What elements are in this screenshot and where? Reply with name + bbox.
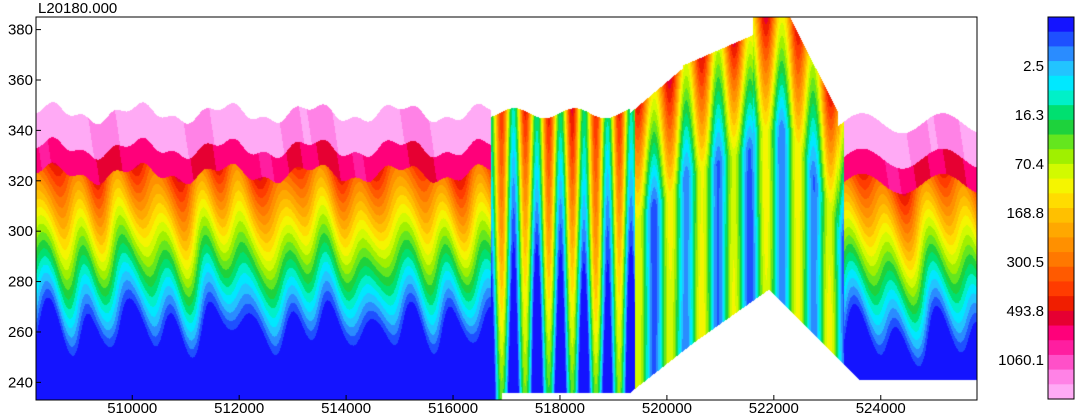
colorbar-swatch [1048, 163, 1074, 180]
colorbar-swatch [1048, 208, 1074, 224]
y-tick-label: 340 [8, 122, 33, 139]
colorbar-swatch [1048, 105, 1074, 121]
x-tick-label: 518000 [535, 400, 585, 414]
colorbar-swatch [1048, 310, 1074, 327]
x-tick-label: 512000 [214, 400, 264, 414]
colorbar-label: 300.5 [1006, 254, 1044, 271]
x-tick-label: 524000 [856, 400, 906, 414]
x-tick-label: 522000 [749, 400, 799, 414]
y-tick-label: 260 [8, 324, 33, 341]
colorbar-swatch [1048, 75, 1074, 92]
colorbar-swatch [1048, 281, 1074, 297]
colorbar-swatch [1048, 325, 1074, 341]
colorbar-swatch [1048, 266, 1074, 283]
colorbar-label: 70.4 [1015, 156, 1044, 173]
colorbar-swatch [1048, 61, 1074, 77]
colorbar-swatch [1048, 237, 1074, 253]
y-tick-label: 280 [8, 274, 33, 291]
colorbar-label: 493.8 [1006, 303, 1044, 320]
x-tick-label: 516000 [428, 400, 478, 414]
colorbar-label: 168.8 [1006, 205, 1044, 222]
x-axis: 510000 512000 514000 516000 518000 520000 5220… [107, 395, 906, 414]
y-tick-label: 300 [8, 223, 33, 240]
colorbar-swatch [1048, 384, 1074, 400]
colorbar-label: 1060.1 [998, 352, 1044, 369]
heatmap-surface [36, 17, 977, 400]
y-tick-label: 240 [8, 374, 33, 391]
colorbar-swatch [1048, 369, 1074, 385]
colorbar-label: 16.3 [1015, 107, 1044, 124]
y-tick-label: 380 [8, 22, 33, 39]
colorbar-swatch [1048, 354, 1074, 371]
colorbar-swatch [1048, 222, 1074, 238]
colorbar-swatch [1048, 340, 1074, 356]
chart-title: L20180.000 [38, 0, 117, 17]
colorbar-swatch [1048, 252, 1074, 268]
y-tick-label: 320 [8, 173, 33, 190]
colorbar-swatch [1048, 178, 1074, 194]
y-axis: 240 260 280 300 320 340 360 380 [8, 22, 41, 391]
y-tick-label: 360 [8, 72, 33, 89]
colorbar-swatch [1048, 46, 1074, 62]
colorbar-label: 2.5 [1023, 58, 1044, 75]
colorbar-swatch [1048, 134, 1074, 150]
colorbar-frame [1047, 16, 1075, 400]
x-tick-label: 510000 [107, 400, 157, 414]
colorbar-swatch [1048, 90, 1074, 106]
colorbar-swatch [1048, 31, 1074, 47]
colorbar-swatch [1048, 149, 1074, 165]
colorbar-swatch [1048, 193, 1074, 209]
x-tick-label: 514000 [321, 400, 371, 414]
plot-frame [35, 16, 978, 401]
x-tick-label: 520000 [642, 400, 692, 414]
colorbar-swatch [1048, 119, 1074, 136]
colorbar-swatch [1048, 296, 1074, 312]
colorbar-swatch [1048, 17, 1074, 33]
colorbar: 2.5 16.3 70.4 168.8 300.5 493.8 1060.1 [998, 16, 1075, 400]
heatmap-image [36, 17, 977, 400]
